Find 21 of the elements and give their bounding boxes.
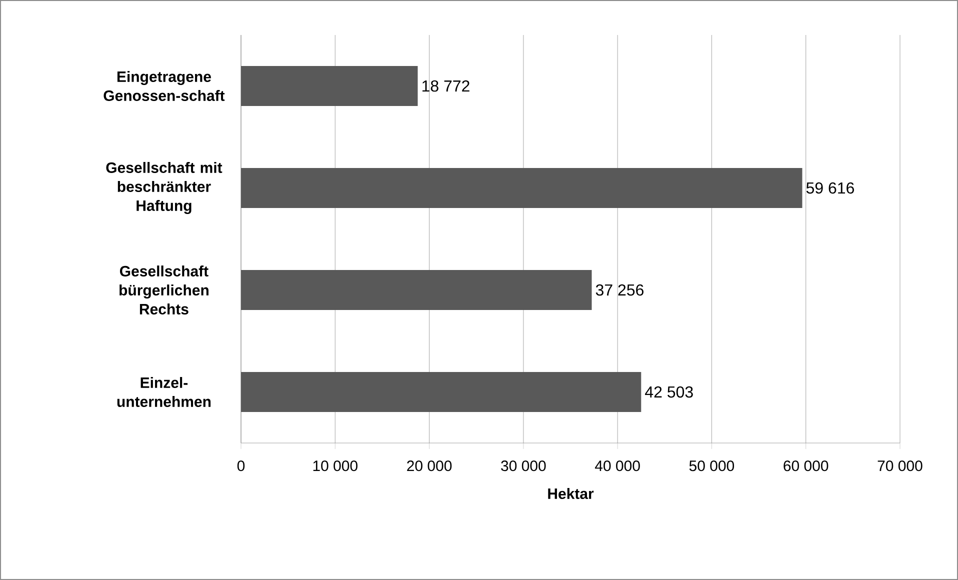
x-tick-label: 10 000 xyxy=(313,460,358,472)
x-tick-label: 20 000 xyxy=(407,460,452,472)
bar xyxy=(241,372,642,412)
x-tick-label: 50 000 xyxy=(689,460,734,472)
x-tick-label: 40 000 xyxy=(594,460,640,472)
x-axis-title: Hektar xyxy=(548,488,594,500)
bar xyxy=(241,168,802,208)
y-tick-label: Einzel-unternehmen xyxy=(117,376,211,407)
data-label: 42 503 xyxy=(645,386,693,398)
y-tick-label: Gesellschaft bürgerlichen Rechts xyxy=(120,265,208,314)
x-tick-label: 70 000 xyxy=(878,460,922,472)
data-label: 18 772 xyxy=(422,80,470,92)
x-tick-label: 60 000 xyxy=(784,460,828,472)
y-tick-label: Eingetragene Genossen-schaft xyxy=(104,70,225,101)
bar xyxy=(241,270,592,310)
bar xyxy=(241,66,418,106)
data-label: 59 616 xyxy=(806,182,854,194)
data-label: 37 256 xyxy=(596,284,644,296)
y-tick-label: Gesellschaft mit beschränkter Haftung xyxy=(106,162,222,214)
x-tick-label: 0 xyxy=(237,460,245,472)
x-tick-label: 30 000 xyxy=(501,460,546,472)
